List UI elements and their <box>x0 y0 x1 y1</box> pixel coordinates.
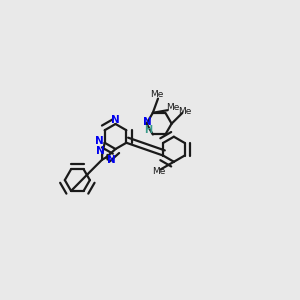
Text: Me: Me <box>150 90 163 99</box>
Text: N: N <box>96 146 105 155</box>
Text: Me: Me <box>153 167 166 176</box>
Text: Me: Me <box>178 107 191 116</box>
Text: Me: Me <box>167 103 180 112</box>
Text: N: N <box>95 136 103 146</box>
Text: N: N <box>111 116 120 125</box>
Text: N: N <box>107 155 116 165</box>
Text: N: N <box>143 117 152 127</box>
Text: H: H <box>144 125 152 135</box>
